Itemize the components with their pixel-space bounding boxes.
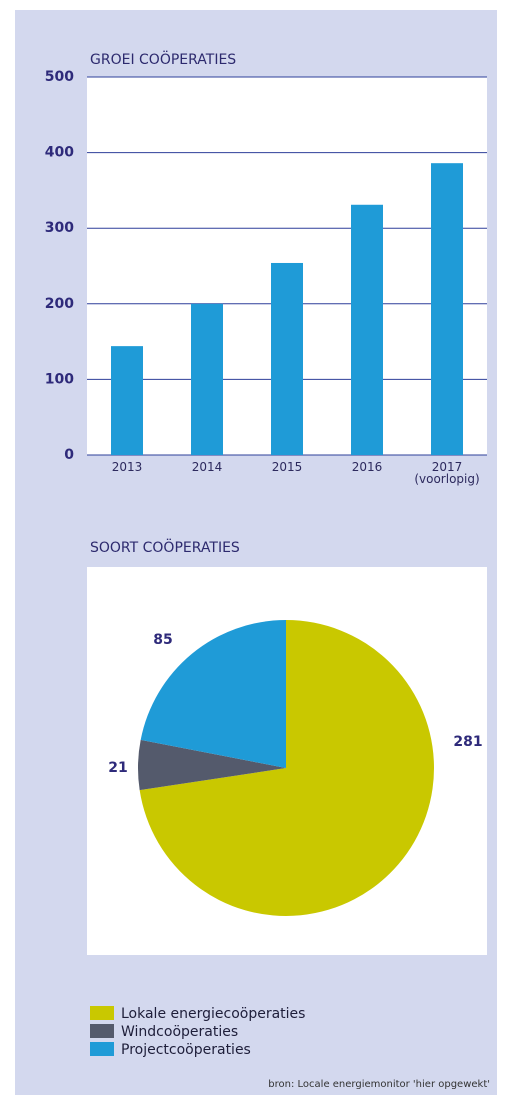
chart-title: SOORT COÖPERATIES	[90, 538, 240, 556]
data-label: 281	[453, 734, 482, 750]
x-tick-label: 2016	[351, 460, 383, 474]
legend-swatch	[90, 1006, 114, 1020]
x-tick-label: 2013	[111, 460, 143, 474]
data-label: 85	[153, 632, 172, 648]
pie-slice	[139, 620, 435, 917]
bar	[351, 204, 383, 455]
bar	[111, 346, 143, 455]
x-tick-label: 2017 (voorlopig)	[414, 460, 480, 486]
chart-title: GROEI COÖPERATIES	[90, 50, 236, 68]
source: bron: Locale energiemonitor 'hier opgewe…	[268, 1079, 490, 1090]
bar	[431, 163, 463, 455]
legend-label: Lokale energiecoöperaties	[121, 1006, 305, 1022]
x-tick-label: 2015	[271, 460, 303, 474]
y-tick-label: 100	[45, 371, 74, 387]
y-tick-label: 200	[45, 296, 74, 312]
x-tick-label: 2014	[191, 460, 223, 474]
y-tick-label: 400	[45, 145, 74, 161]
bar	[271, 262, 303, 455]
y-tick-label: 0	[64, 447, 74, 463]
data-label: 21	[108, 760, 127, 776]
pie-slice	[137, 739, 286, 791]
pie-slice	[140, 620, 286, 768]
y-tick-label: 500	[45, 69, 74, 85]
legend-swatch	[90, 1024, 114, 1038]
legend-label: Windcoöperaties	[121, 1024, 238, 1040]
legend-swatch	[90, 1042, 114, 1056]
y-tick-label: 300	[45, 220, 74, 236]
legend-label: Projectcoöperaties	[121, 1042, 251, 1058]
bar	[191, 303, 223, 455]
